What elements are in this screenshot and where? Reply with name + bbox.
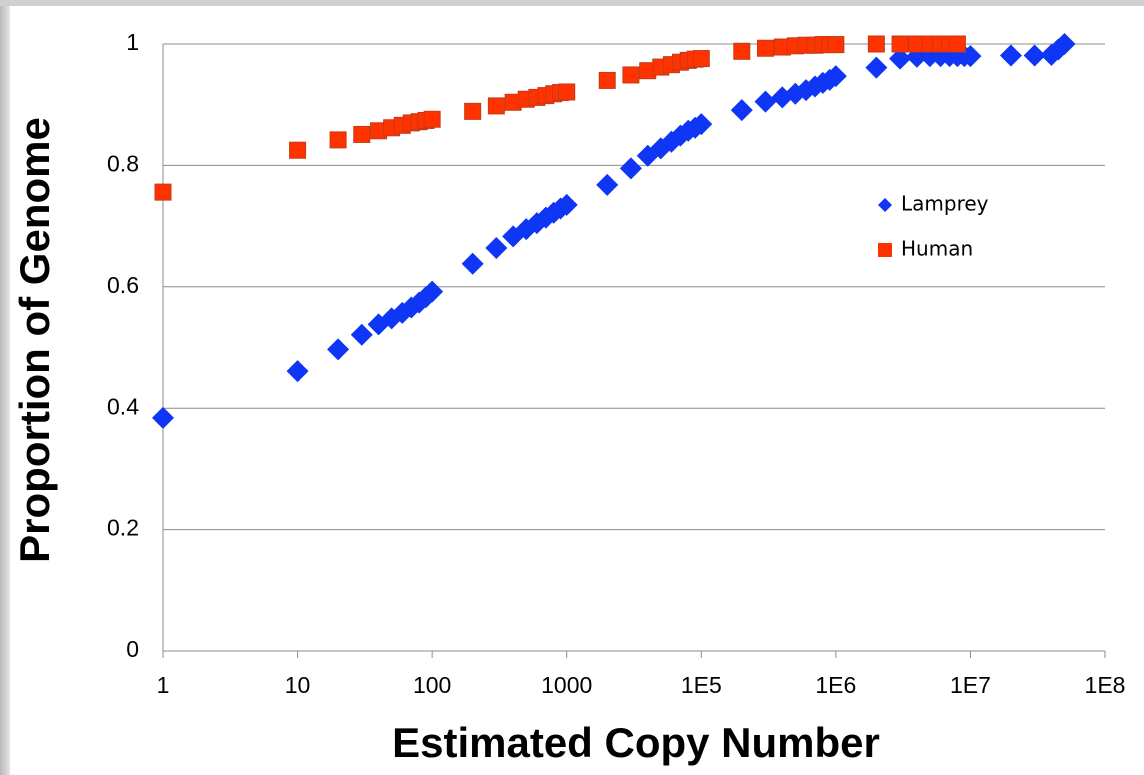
legend-label: Lamprey <box>901 192 989 216</box>
x-tick-label: 1E7 <box>950 672 991 698</box>
legend-marker <box>878 198 892 212</box>
x-axis-title: Estimated Copy Number <box>392 719 880 766</box>
human-point <box>733 42 751 60</box>
lamprey-point <box>1023 44 1046 67</box>
y-tick-label: 0.2 <box>107 515 139 541</box>
lamprey-point <box>889 47 912 70</box>
human-point <box>423 110 441 128</box>
x-tick-label: 1 <box>157 672 170 698</box>
frame <box>0 0 1144 6</box>
human-point <box>867 35 885 53</box>
lamprey-point <box>754 90 777 113</box>
x-tick-label: 10 <box>285 672 311 698</box>
lamprey-point <box>619 157 642 180</box>
lamprey-point <box>327 338 350 361</box>
lamprey-point <box>286 360 309 383</box>
human-point <box>154 183 172 201</box>
human-point <box>827 36 845 54</box>
human-point <box>558 83 576 101</box>
human-point <box>622 66 640 84</box>
lamprey-point <box>865 56 888 79</box>
x-tick-label: 1E5 <box>681 672 722 698</box>
lamprey-point <box>421 280 444 303</box>
x-tick-label: 100 <box>413 672 451 698</box>
lamprey-point <box>485 236 508 259</box>
y-tick-label: 0.4 <box>107 393 139 419</box>
lamprey-point <box>730 99 753 122</box>
human-point <box>891 35 909 53</box>
human-point <box>692 50 710 68</box>
lamprey-point <box>555 193 578 216</box>
y-axis-title: Proportion of Genome <box>11 117 58 563</box>
x-tick-label: 1E6 <box>815 672 856 698</box>
x-tick-label: 1E8 <box>1085 672 1126 698</box>
lamprey-point <box>461 252 484 275</box>
legend-label: Human <box>901 237 973 261</box>
lamprey-point <box>690 113 713 136</box>
human-point <box>289 141 307 159</box>
y-tick-label: 0.8 <box>107 150 139 176</box>
lamprey-point <box>999 44 1022 67</box>
frame <box>0 0 10 775</box>
human-point <box>598 71 616 89</box>
y-tick-label: 0 <box>126 636 139 662</box>
lamprey-point <box>350 323 373 346</box>
lamprey-point <box>1053 33 1076 55</box>
y-tick-label: 0.6 <box>107 272 139 298</box>
y-tick-label: 1 <box>126 29 139 55</box>
human-point <box>329 131 347 149</box>
human-point <box>756 39 774 57</box>
human-point <box>487 97 505 115</box>
lamprey-point <box>596 173 619 196</box>
human-point <box>464 102 482 120</box>
legend-marker <box>878 243 892 257</box>
lamprey-point <box>824 65 847 88</box>
x-tick-label: 1000 <box>541 672 592 698</box>
human-point <box>948 35 966 53</box>
lamprey-point <box>152 406 174 429</box>
human-point <box>353 125 371 143</box>
